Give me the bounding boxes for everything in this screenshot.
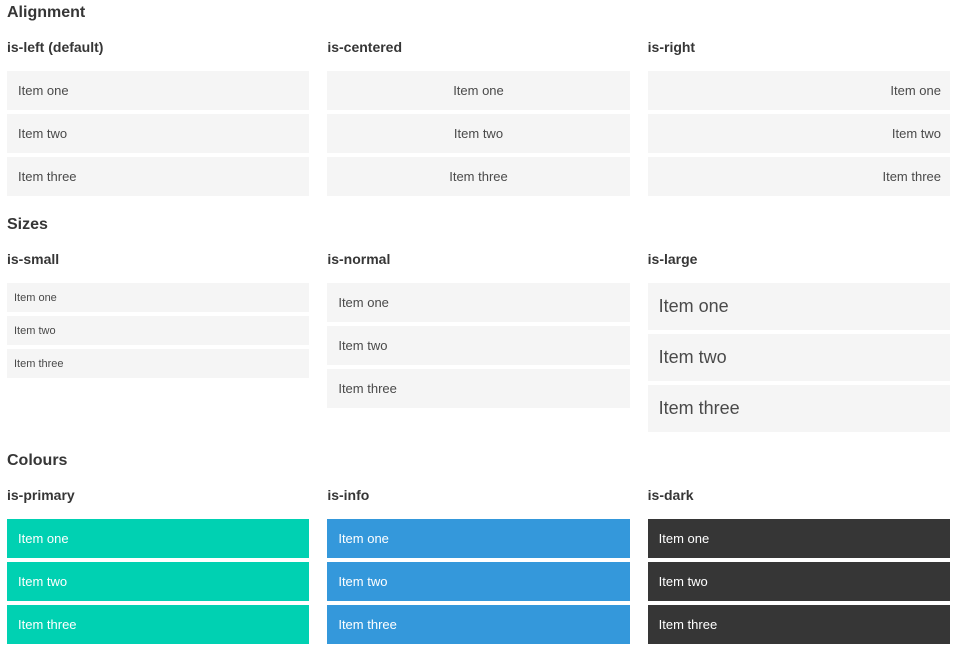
- list-large: Item one Item two Item three: [647, 283, 950, 432]
- list-item: Item three: [647, 157, 950, 196]
- list-item: Item three: [327, 605, 630, 644]
- list-item: Item two: [647, 114, 950, 153]
- variant-is-left: is-left (default) Item one Item two Item…: [7, 39, 310, 196]
- variant-label: is-dark: [647, 487, 694, 503]
- variant-is-centered: is-centered Item one Item two Item three: [327, 39, 630, 196]
- list-item: Item two: [7, 114, 310, 153]
- variant-is-right: is-right Item one Item two Item three: [647, 39, 950, 196]
- list-item: Item one: [7, 71, 310, 110]
- variant-is-primary: is-primary Item one Item two Item three: [7, 487, 310, 644]
- variant-label: is-large: [647, 251, 698, 267]
- list-item: Item two: [7, 316, 310, 345]
- list-item: Item two: [327, 326, 630, 365]
- colours-variants: is-primary Item one Item two Item three …: [7, 488, 950, 644]
- list-item: Item one: [327, 283, 630, 322]
- list-primary: Item one Item two Item three: [7, 519, 310, 644]
- section-title: Alignment: [7, 4, 86, 21]
- list-item: Item two: [647, 562, 950, 601]
- list-item: Item three: [7, 349, 310, 378]
- sizes-variants: is-small Item one Item two Item three is…: [7, 252, 950, 432]
- list-item: Item three: [7, 605, 310, 644]
- list-info: Item one Item two Item three: [327, 519, 630, 644]
- list-centered: Item one Item two Item three: [327, 71, 630, 196]
- list-item: Item three: [327, 157, 630, 196]
- variant-is-large: is-large Item one Item two Item three: [647, 251, 950, 432]
- list-item: Item one: [327, 519, 630, 558]
- variant-is-dark: is-dark Item one Item two Item three: [647, 487, 950, 644]
- variant-label: is-right: [647, 39, 696, 55]
- variant-label: is-primary: [7, 487, 75, 503]
- list-item: Item one: [7, 519, 310, 558]
- list-item: Item one: [327, 71, 630, 110]
- variant-is-info: is-info Item one Item two Item three: [327, 487, 630, 644]
- section-alignment: Alignment is-left (default) Item one Ite…: [7, 5, 950, 196]
- list-normal: Item one Item two Item three: [327, 283, 630, 408]
- list-item: Item two: [647, 334, 950, 381]
- variant-label: is-small: [7, 251, 60, 267]
- list-item: Item two: [7, 562, 310, 601]
- list-item: Item two: [327, 562, 630, 601]
- list-item: Item three: [327, 369, 630, 408]
- list-small: Item one Item two Item three: [7, 283, 310, 378]
- list-item: Item three: [647, 605, 950, 644]
- list-item: Item one: [647, 283, 950, 330]
- list-right-aligned: Item one Item two Item three: [647, 71, 950, 196]
- variant-label: is-normal: [327, 251, 391, 267]
- list-item: Item three: [7, 157, 310, 196]
- list-item: Item two: [327, 114, 630, 153]
- list-item: Item one: [647, 519, 950, 558]
- alignment-variants: is-left (default) Item one Item two Item…: [7, 40, 950, 196]
- variant-label: is-centered: [327, 39, 403, 55]
- section-title: Colours: [7, 452, 68, 469]
- list-left-aligned: Item one Item two Item three: [7, 71, 310, 196]
- list-item: Item one: [647, 71, 950, 110]
- variant-label: is-left (default): [7, 39, 104, 55]
- list-dark: Item one Item two Item three: [647, 519, 950, 644]
- section-colours: Colours is-primary Item one Item two Ite…: [7, 453, 950, 644]
- section-sizes: Sizes is-small Item one Item two Item th…: [7, 217, 950, 432]
- list-item: Item three: [647, 385, 950, 432]
- variant-is-small: is-small Item one Item two Item three: [7, 251, 310, 378]
- section-title: Sizes: [7, 216, 48, 233]
- variant-is-normal: is-normal Item one Item two Item three: [327, 251, 630, 408]
- variant-label: is-info: [327, 487, 370, 503]
- list-item: Item one: [7, 283, 310, 312]
